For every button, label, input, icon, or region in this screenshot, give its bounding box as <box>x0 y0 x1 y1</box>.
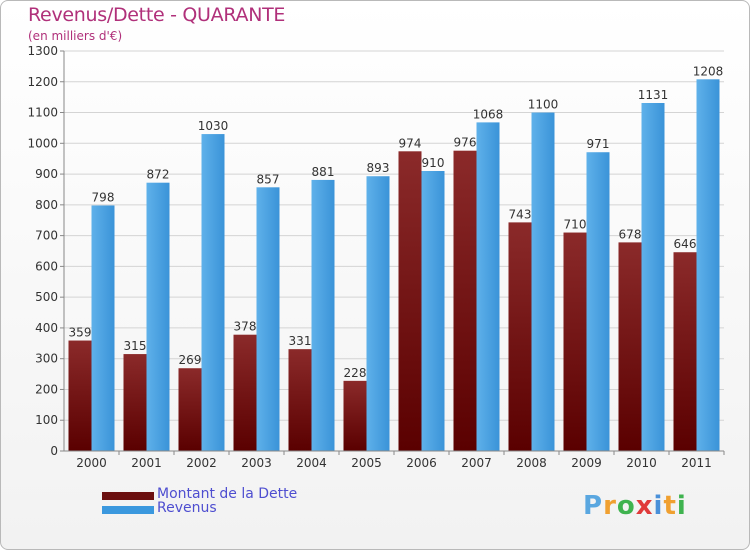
bar-dette <box>563 232 587 451</box>
chart-subtitle: (en milliers d'€) <box>28 29 123 43</box>
data-label-dette: 315 <box>124 339 147 353</box>
x-tick-label: 2007 <box>461 456 492 470</box>
bar-dette <box>398 151 422 452</box>
data-label-dette: 378 <box>234 320 257 334</box>
bar-revenus <box>696 79 720 452</box>
x-tick-label: 2009 <box>571 456 602 470</box>
x-tick-label: 2011 <box>681 456 712 470</box>
data-label-dette: 743 <box>509 207 532 221</box>
logo-letter: r <box>603 491 617 521</box>
x-tick-label: 2000 <box>76 456 107 470</box>
logo-letter: t <box>663 491 677 521</box>
logo-letter: i <box>676 491 687 521</box>
y-tick-label: 300 <box>35 352 58 366</box>
x-tick-label: 2010 <box>626 456 657 470</box>
bar-dette <box>288 349 312 451</box>
y-tick-label: 1100 <box>27 106 58 120</box>
data-label-revenus: 857 <box>257 172 280 186</box>
legend-label-revenus: Revenus <box>157 500 217 516</box>
bar-revenus <box>586 152 610 451</box>
data-label-dette: 974 <box>399 136 422 150</box>
bar-revenus <box>531 112 555 452</box>
y-tick-label: 400 <box>35 321 58 335</box>
bar-dette <box>508 222 532 451</box>
y-tick-label: 1000 <box>27 136 58 150</box>
data-label-revenus: 798 <box>92 190 115 204</box>
y-tick-label: 900 <box>35 167 58 181</box>
data-label-revenus: 910 <box>422 156 445 170</box>
data-label-dette: 710 <box>564 218 587 232</box>
bar-dette <box>178 368 202 451</box>
y-tick-label: 100 <box>35 413 58 427</box>
chart-title: Revenus/Dette - QUARANTE <box>28 4 286 26</box>
x-tick-label: 2003 <box>241 456 272 470</box>
bar-dette <box>68 340 92 451</box>
y-tick-label: 0 <box>50 444 58 458</box>
legend-label-dette: Montant de la Dette <box>157 486 298 502</box>
data-label-revenus: 1100 <box>528 98 559 112</box>
x-tick-label: 2005 <box>351 456 382 470</box>
logo-letter: o <box>616 491 636 521</box>
x-tick-label: 2001 <box>131 456 162 470</box>
bar-revenus <box>256 187 280 452</box>
bar-revenus <box>311 179 335 451</box>
logo-letter: i <box>653 491 664 521</box>
bar-dette <box>618 242 642 451</box>
y-tick-label: 800 <box>35 198 58 212</box>
data-label-dette: 646 <box>674 237 697 251</box>
y-tick-label: 200 <box>35 382 58 396</box>
bar-revenus <box>146 182 170 451</box>
data-label-dette: 976 <box>454 136 477 150</box>
bar-dette <box>233 334 257 451</box>
data-label-dette: 331 <box>289 334 312 348</box>
bar-revenus <box>421 171 445 451</box>
data-label-revenus: 893 <box>367 161 390 175</box>
proxiti-logo: Proxiti <box>583 491 687 521</box>
x-tick-label: 2006 <box>406 456 437 470</box>
x-tick-label: 2008 <box>516 456 547 470</box>
bar-revenus <box>641 103 665 451</box>
bar-revenus <box>366 176 390 451</box>
y-tick-label: 1300 <box>27 44 58 58</box>
data-label-revenus: 1068 <box>473 107 504 121</box>
data-label-dette: 678 <box>619 227 642 241</box>
data-label-revenus: 1030 <box>198 119 229 133</box>
legend-swatch-revenus <box>102 506 154 514</box>
y-tick-label: 500 <box>35 290 58 304</box>
logo-letter: P <box>583 491 604 521</box>
data-label-revenus: 872 <box>147 168 170 182</box>
x-tick-label: 2002 <box>186 456 217 470</box>
bar-dette <box>453 150 477 451</box>
data-label-revenus: 971 <box>587 137 610 151</box>
data-label-revenus: 881 <box>312 165 335 179</box>
y-tick-label: 1200 <box>27 75 58 89</box>
bar-dette <box>343 380 367 451</box>
data-label-dette: 228 <box>344 366 367 380</box>
bar-revenus <box>91 205 115 451</box>
legend-swatch-dette <box>102 492 154 500</box>
data-label-revenus: 1208 <box>693 64 724 78</box>
bar-dette <box>673 252 697 451</box>
bar-revenus <box>201 134 225 452</box>
bar-revenus <box>476 122 500 451</box>
logo-letter: x <box>635 491 654 521</box>
x-tick-label: 2004 <box>296 456 327 470</box>
y-tick-label: 700 <box>35 229 58 243</box>
bar-dette <box>123 354 147 451</box>
data-label-dette: 269 <box>179 353 202 367</box>
y-tick-label: 600 <box>35 259 58 273</box>
data-label-revenus: 1131 <box>638 88 669 102</box>
data-label-dette: 359 <box>69 326 92 340</box>
